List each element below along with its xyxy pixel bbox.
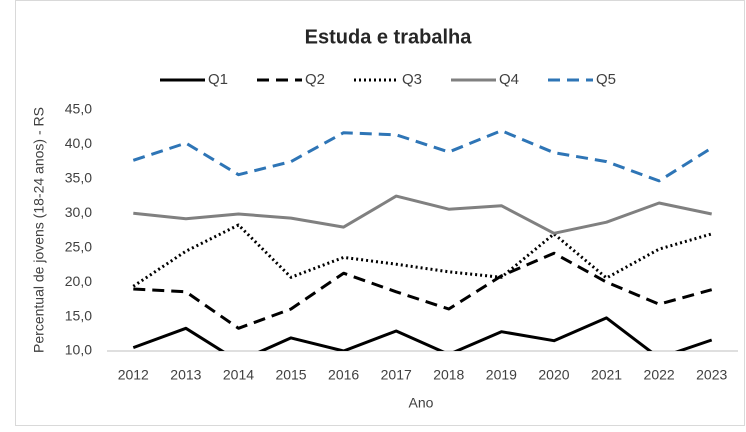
x-tick-label: 2022	[644, 367, 675, 383]
x-tick-label: 2019	[486, 367, 517, 383]
legend-label: Q5	[596, 71, 616, 88]
x-axis-label: Ano	[409, 395, 434, 411]
x-tick-label: 2016	[328, 367, 359, 383]
x-tick-label: 2021	[591, 367, 622, 383]
chart-title: Estuda e trabalha	[305, 26, 473, 48]
y-tick-label: 25,0	[65, 238, 92, 254]
series-line	[133, 251, 713, 330]
legend-label: Q1	[208, 71, 228, 88]
y-tick-label: 30,0	[65, 204, 92, 220]
y-tick-label: 20,0	[65, 273, 92, 289]
x-tick-label: 2020	[538, 367, 569, 383]
x-tick-label: 2013	[170, 367, 201, 383]
y-tick-label: 40,0	[65, 135, 92, 151]
legend-label: Q2	[305, 71, 325, 88]
series-line	[133, 194, 713, 235]
y-tick-label: 15,0	[65, 307, 92, 323]
y-tick-label: 10,0	[65, 342, 92, 358]
y-axis-label: Percentual de jovens (18-24 anos) - RS	[31, 107, 47, 353]
series-line	[132, 316, 713, 351]
legend-label: Q3	[402, 71, 422, 88]
x-tick-label: 2023	[696, 367, 727, 383]
series-line	[132, 223, 713, 288]
y-tick-label: 35,0	[65, 170, 92, 186]
legend-label: Q4	[499, 71, 519, 88]
x-tick-label: 2012	[118, 367, 149, 383]
x-tick-label: 2018	[433, 367, 464, 383]
x-tick-label: 2017	[381, 367, 412, 383]
y-tick-label: 45,0	[65, 101, 92, 117]
series-line	[132, 129, 713, 183]
x-tick-label: 2015	[275, 367, 306, 383]
plot-area	[132, 129, 713, 351]
x-tick-label: 2014	[223, 367, 254, 383]
